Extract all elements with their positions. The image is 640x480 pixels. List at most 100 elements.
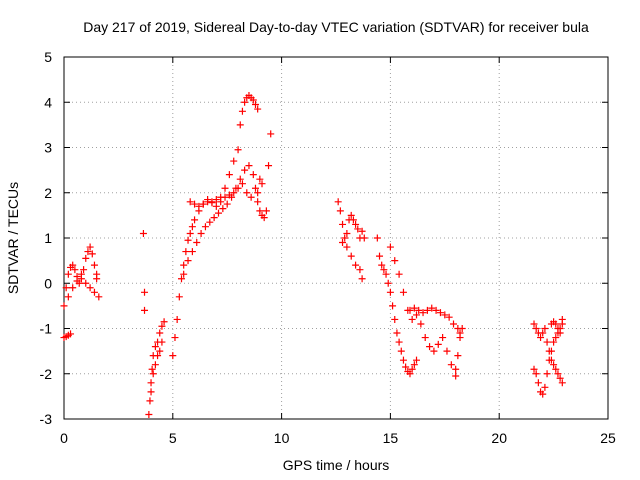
y-tick-label: 1 (44, 230, 52, 246)
data-point (171, 334, 179, 342)
y-tick-label: 5 (44, 49, 52, 65)
data-point (432, 306, 440, 314)
data-point (208, 199, 216, 207)
series-arc-5c (406, 304, 464, 337)
x-tick-label: 15 (383, 430, 399, 446)
series-arc-3 (169, 146, 242, 360)
data-point (199, 200, 207, 208)
data-point (413, 311, 421, 319)
data-point (334, 198, 342, 206)
data-point (86, 284, 94, 292)
data-point (336, 207, 344, 215)
data-point (347, 211, 355, 219)
data-point (184, 257, 192, 265)
data-point (146, 397, 154, 405)
data-point (395, 338, 403, 346)
data-point (186, 198, 194, 206)
data-point (151, 343, 159, 351)
data-point (169, 352, 177, 360)
data-point (88, 250, 96, 258)
data-point (439, 334, 447, 342)
data-point (443, 347, 451, 355)
grid (64, 57, 608, 419)
data-point (260, 214, 268, 222)
data-point (241, 166, 249, 174)
data-point (141, 306, 149, 314)
data-point (558, 379, 566, 387)
y-tick-label: -2 (40, 366, 53, 382)
data-point (84, 248, 92, 256)
data-point (95, 293, 103, 301)
data-point (180, 261, 188, 269)
data-point (399, 288, 407, 296)
data-point (539, 390, 547, 398)
y-tick-label: 2 (44, 185, 52, 201)
series-arc-3c (186, 175, 264, 210)
data-point (541, 325, 549, 332)
data-point (223, 200, 231, 208)
data-point (339, 239, 347, 247)
data-point (90, 288, 98, 296)
data-point (552, 334, 560, 342)
data-point (238, 180, 246, 188)
data-point (238, 107, 246, 115)
series-arc-4 (334, 198, 368, 242)
data-point (93, 270, 101, 278)
data-point (554, 370, 562, 378)
data-point (64, 293, 72, 301)
data-point (532, 325, 540, 332)
data-point (265, 162, 273, 170)
data-point (245, 162, 253, 170)
data-point (254, 189, 262, 197)
data-point (212, 196, 220, 204)
data-point (358, 227, 366, 235)
data-point (254, 105, 262, 113)
data-point (530, 365, 538, 373)
data-point (419, 309, 427, 317)
x-tick-label: 10 (274, 430, 290, 446)
data-point (537, 334, 545, 342)
data-point (395, 270, 403, 278)
data-point (219, 205, 227, 213)
data-point (141, 288, 149, 296)
data-point (147, 379, 155, 387)
data-point (543, 370, 551, 378)
data-point (71, 266, 79, 274)
data-point (139, 229, 147, 237)
data-point (178, 275, 186, 283)
data-point (430, 347, 438, 355)
data-point (193, 239, 201, 247)
y-tick-label: 4 (44, 94, 52, 110)
data-point (378, 261, 386, 269)
data-point (534, 379, 542, 387)
data-point (82, 254, 90, 262)
data-point (154, 352, 162, 360)
data-point (339, 220, 347, 228)
data-point (221, 193, 229, 201)
axis-ticks: 0 5 10 15 20 25 -3 -2 -1 0 1 2 3 4 5 (40, 49, 616, 446)
data-point (356, 266, 364, 274)
data-point (441, 311, 449, 319)
data-point (212, 202, 220, 210)
data-point (550, 338, 558, 346)
x-tick-label: 20 (491, 430, 507, 446)
data-point (415, 306, 423, 314)
data-point (217, 198, 225, 206)
data-point (376, 252, 384, 260)
data-point (393, 329, 401, 337)
data-point (558, 320, 566, 328)
data-point (69, 261, 77, 269)
data-point (352, 261, 360, 269)
data-point (210, 214, 218, 222)
data-point (256, 207, 264, 215)
data-point (343, 243, 351, 251)
data-point (186, 229, 194, 237)
data-point (256, 175, 264, 183)
series-arc-3e (254, 130, 275, 222)
data-point (201, 223, 209, 231)
data-point (380, 266, 388, 274)
data-point (147, 388, 155, 396)
data-point (160, 318, 168, 326)
data-point (151, 361, 159, 369)
